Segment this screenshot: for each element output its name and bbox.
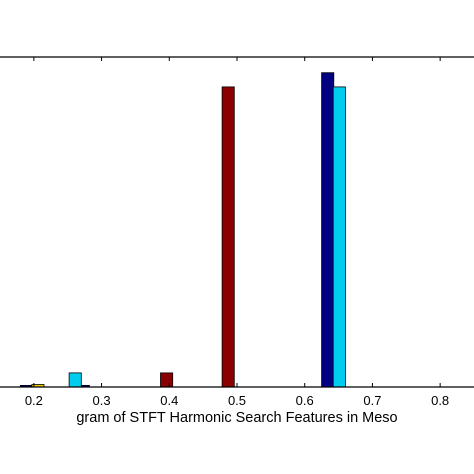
x-tick-label-2: 0.3 [93,393,111,408]
x-axis-label: gram of STFT Harmonic Search Features in… [76,410,397,426]
x-tick-label-5: 0.6 [296,393,314,408]
x-tick-label-1: 0.2 [25,393,43,408]
x-tick-label-7: 0.8 [431,393,449,408]
bar-series-4-1 [160,372,174,388]
bar-series-4-2 [221,86,235,388]
ticks-group: 0.2 0.3 0.4 0.5 0.6 0.7 0.8 [25,57,449,408]
x-tick-label-6: 0.7 [363,393,381,408]
bar-series-2-2 [332,86,346,388]
x-tick-label-3: 0.4 [160,393,178,408]
bar-series-1-3 [321,72,335,388]
bar-series-2-1 [68,372,82,388]
x-tick-label-4: 0.5 [228,393,246,408]
